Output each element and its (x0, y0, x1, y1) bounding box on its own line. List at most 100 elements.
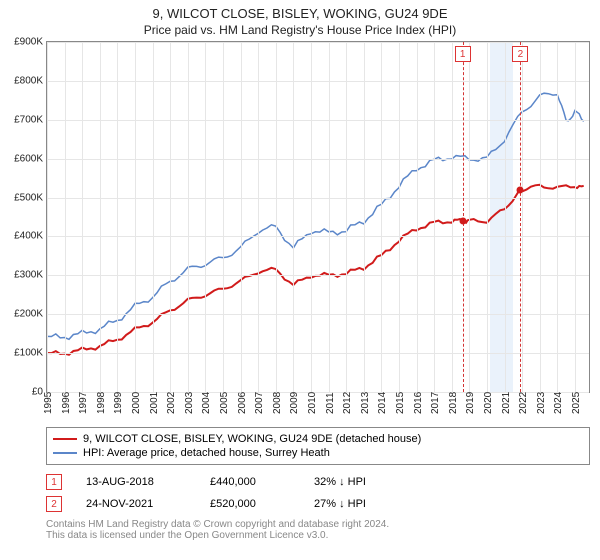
transaction-vs-hpi: 27% ↓ HPI (314, 498, 366, 510)
gridline-vertical (522, 42, 523, 392)
x-axis-label: 2000 (131, 392, 142, 414)
x-axis-label: 2023 (536, 392, 547, 414)
y-axis-label: £200K (14, 309, 43, 320)
gridline-vertical (205, 42, 206, 392)
transaction-marker: 2 (46, 496, 62, 512)
gridline-horizontal (47, 120, 589, 121)
x-axis-label: 2008 (272, 392, 283, 414)
x-axis-label: 1998 (96, 392, 107, 414)
gridline-horizontal (47, 159, 589, 160)
legend-item: 9, WILCOT CLOSE, BISLEY, WOKING, GU24 9D… (53, 432, 583, 446)
legend-label: HPI: Average price, detached house, Surr… (83, 447, 330, 459)
y-axis-label: £100K (14, 348, 43, 359)
gridline-vertical (153, 42, 154, 392)
gridline-vertical (505, 42, 506, 392)
gridline-vertical (381, 42, 382, 392)
x-axis-label: 1995 (43, 392, 54, 414)
gridline-vertical (417, 42, 418, 392)
gridline-vertical (434, 42, 435, 392)
transaction-vs-hpi: 32% ↓ HPI (314, 476, 366, 488)
gridline-vertical (452, 42, 453, 392)
x-axis-label: 2025 (571, 392, 582, 414)
x-axis-label: 2007 (254, 392, 265, 414)
x-axis-label: 2001 (149, 392, 160, 414)
x-axis-label: 2011 (325, 392, 336, 414)
y-axis-label: £0 (32, 387, 43, 398)
series-price_paid (47, 185, 584, 355)
gridline-vertical (575, 42, 576, 392)
legend-swatch (53, 452, 77, 454)
gridline-horizontal (47, 198, 589, 199)
x-axis-label: 2013 (360, 392, 371, 414)
license-line-1: Contains HM Land Registry data © Crown c… (46, 519, 590, 530)
gridline-vertical (399, 42, 400, 392)
transaction-date: 13-AUG-2018 (86, 476, 186, 488)
chart-svg (47, 42, 589, 392)
y-axis-label: £500K (14, 192, 43, 203)
transaction-date: 24-NOV-2021 (86, 498, 186, 510)
gridline-vertical (135, 42, 136, 392)
chart-plot-area: £0£100K£200K£300K£400K£500K£600K£700K£80… (46, 41, 590, 393)
chart-title: 9, WILCOT CLOSE, BISLEY, WOKING, GU24 9D… (0, 0, 600, 21)
series-marker (459, 217, 466, 224)
gridline-vertical (293, 42, 294, 392)
chart-annotation-marker: 2 (512, 46, 528, 62)
x-axis-label: 2003 (184, 392, 195, 414)
x-axis-label: 2015 (395, 392, 406, 414)
transaction-row: 2 24-NOV-2021 £520,000 27% ↓ HPI (46, 493, 590, 515)
gridline-vertical (100, 42, 101, 392)
gridline-horizontal (47, 275, 589, 276)
gridline-vertical (82, 42, 83, 392)
gridline-vertical (364, 42, 365, 392)
gridline-vertical (276, 42, 277, 392)
gridline-vertical (329, 42, 330, 392)
x-axis-label: 2019 (465, 392, 476, 414)
gridline-vertical (170, 42, 171, 392)
x-axis-label: 2022 (518, 392, 529, 414)
gridline-vertical (487, 42, 488, 392)
x-axis-label: 2020 (483, 392, 494, 414)
gridline-vertical (557, 42, 558, 392)
x-axis-label: 2009 (289, 392, 300, 414)
gridline-vertical (117, 42, 118, 392)
y-axis-label: £400K (14, 231, 43, 242)
y-axis-label: £700K (14, 114, 43, 125)
x-axis-label: 2024 (553, 392, 564, 414)
x-axis-label: 1996 (61, 392, 72, 414)
y-axis-label: £900K (14, 37, 43, 48)
y-axis-label: £300K (14, 270, 43, 281)
gridline-vertical (65, 42, 66, 392)
gridline-vertical (47, 42, 48, 392)
transaction-row: 113-AUG-2018£440,00032% ↓ HPI (46, 471, 590, 493)
x-axis-label: 1999 (113, 392, 124, 414)
chart-reference-line (520, 42, 521, 392)
x-axis-label: 2004 (201, 392, 212, 414)
gridline-vertical (241, 42, 242, 392)
x-axis-label: 2006 (237, 392, 248, 414)
legend-swatch (53, 438, 77, 440)
gridline-vertical (346, 42, 347, 392)
gridline-horizontal (47, 314, 589, 315)
gridline-vertical (540, 42, 541, 392)
x-axis-label: 2014 (377, 392, 388, 414)
gridline-horizontal (47, 81, 589, 82)
x-axis-label: 2017 (430, 392, 441, 414)
transactions-table: 113-AUG-2018£440,00032% ↓ HPI224-NOV-202… (46, 471, 590, 515)
x-axis-label: 2018 (448, 392, 459, 414)
chart-annotation-marker: 1 (455, 46, 471, 62)
x-axis-label: 2005 (219, 392, 230, 414)
x-axis-label: 2012 (342, 392, 353, 414)
gridline-vertical (258, 42, 259, 392)
gridline-vertical (469, 42, 470, 392)
gridline-vertical (188, 42, 189, 392)
transaction-price: £440,000 (210, 476, 290, 488)
chart-subtitle: Price paid vs. HM Land Registry's House … (0, 21, 600, 41)
transaction-price: £520,000 (210, 498, 290, 510)
gridline-vertical (311, 42, 312, 392)
x-axis-label: 2002 (166, 392, 177, 414)
x-axis-label: 1997 (78, 392, 89, 414)
x-axis-label: 2016 (413, 392, 424, 414)
x-axis-label: 2010 (307, 392, 318, 414)
gridline-horizontal (47, 42, 589, 43)
series-marker (517, 186, 524, 193)
